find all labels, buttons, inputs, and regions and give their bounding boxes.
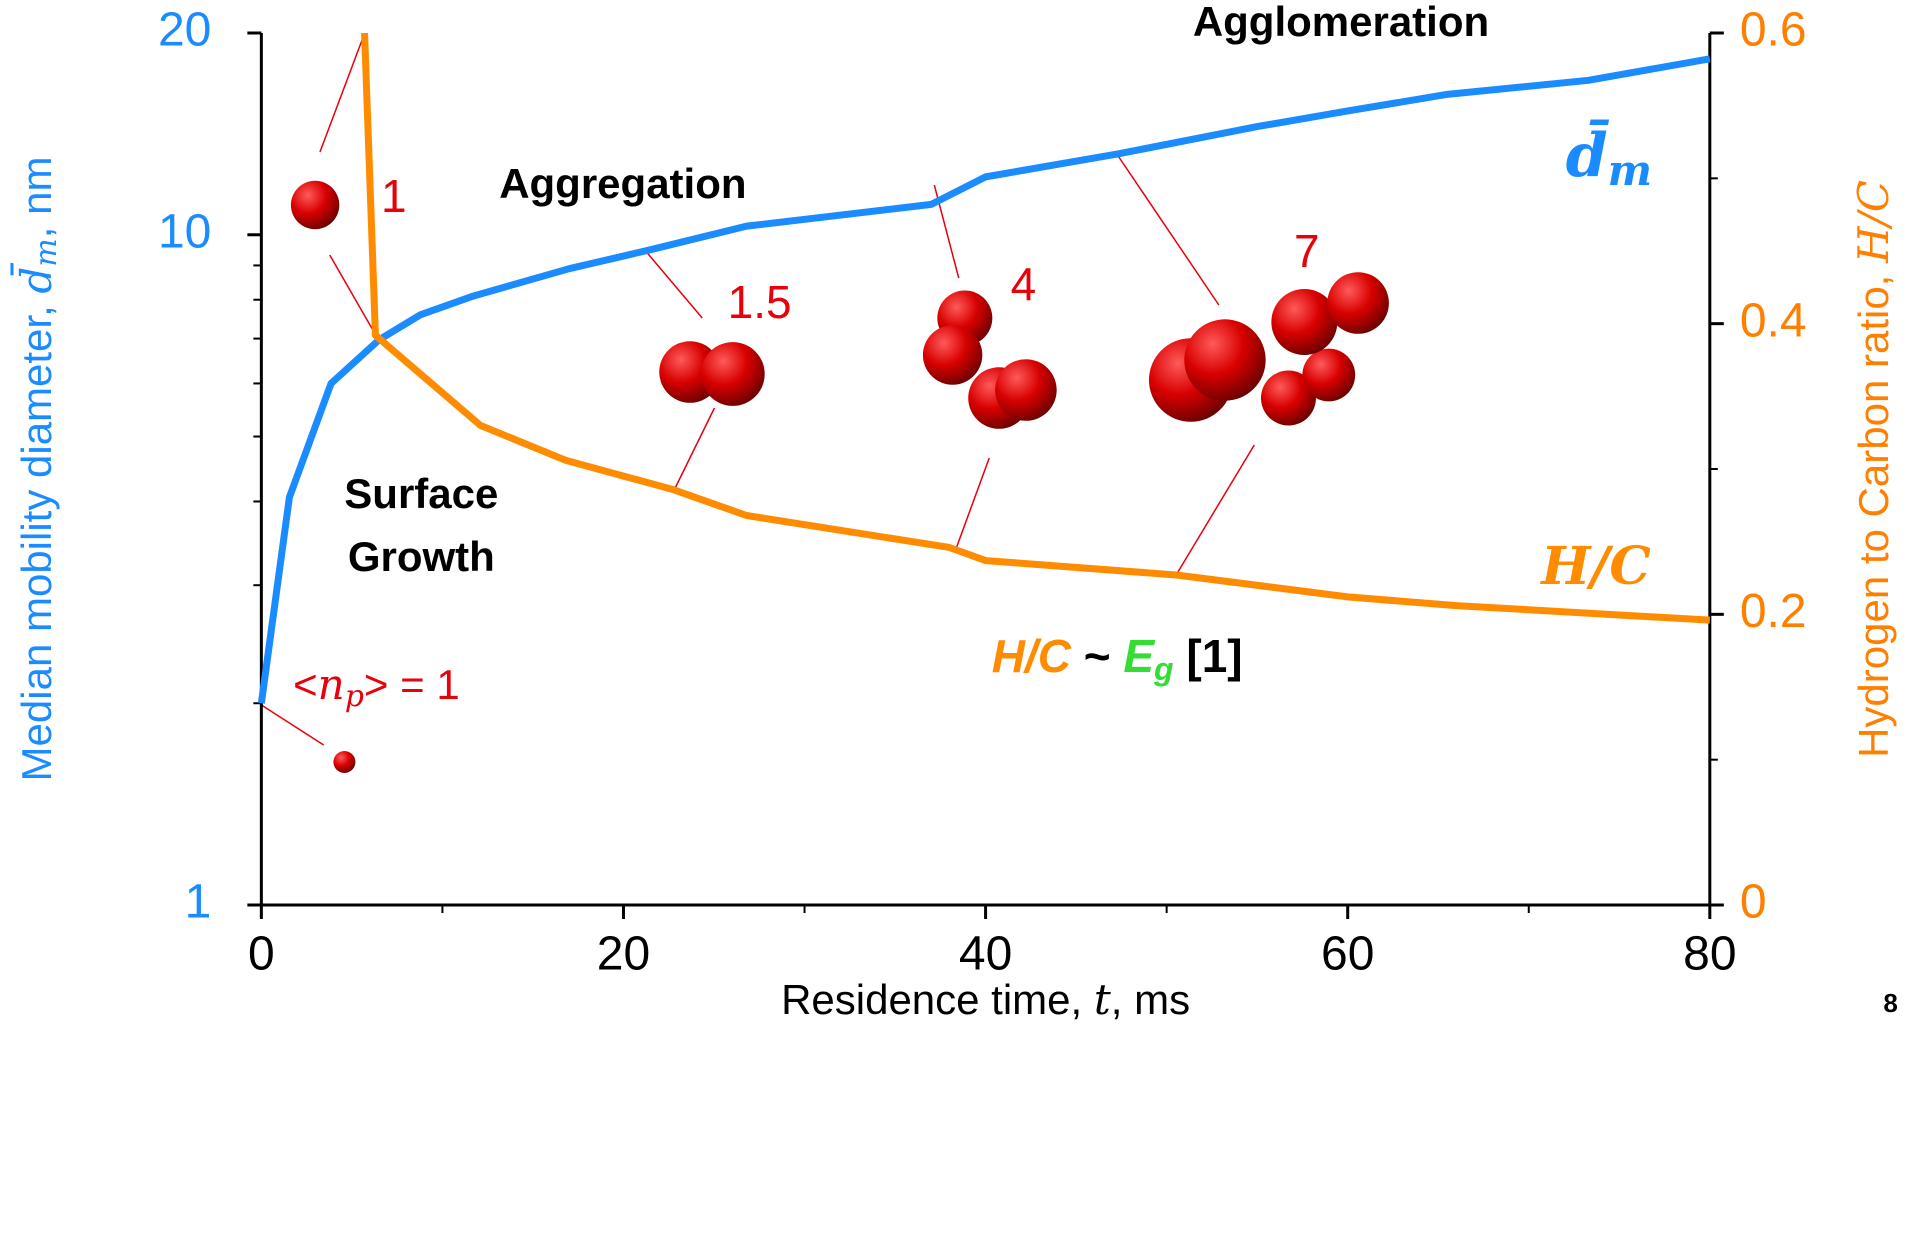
annotation-part: < bbox=[293, 661, 318, 708]
annotation: Agglomeration bbox=[1193, 0, 1489, 45]
series-label-part: m bbox=[1608, 146, 1652, 195]
series-line bbox=[365, 33, 1710, 620]
particle bbox=[701, 342, 765, 406]
particle bbox=[923, 325, 982, 384]
chart: 0 20 40 60 80 1 10 20 0 0.2 0.4 0.6 Residence time, … bbox=[0, 0, 1915, 1259]
annotation: 1.5 bbox=[728, 276, 792, 328]
x-tick-label: 60 bbox=[1321, 928, 1374, 981]
annotation-part: Growth bbox=[348, 533, 495, 580]
x-tick-label: 0 bbox=[248, 928, 275, 981]
annotation-part: g bbox=[1153, 651, 1174, 687]
leader-line bbox=[1117, 155, 1218, 305]
x-tick-label: 20 bbox=[597, 928, 650, 981]
y2-tick-label: 0.6 bbox=[1740, 4, 1807, 57]
y2-tick-label: 0.4 bbox=[1740, 294, 1807, 347]
particle bbox=[1271, 289, 1337, 355]
annotation-part: Surface bbox=[344, 470, 498, 517]
y-axis-label: Median mobility diameter, d̄m, nm bbox=[9, 157, 64, 782]
particle bbox=[1184, 319, 1265, 400]
particle bbox=[1302, 349, 1355, 402]
particle bbox=[995, 359, 1057, 421]
series-label-part: H/C bbox=[1539, 536, 1651, 597]
leader-line bbox=[1176, 445, 1254, 575]
annotation: Surface bbox=[344, 470, 498, 517]
annotation-part: 1 bbox=[381, 170, 407, 222]
y-axis-label-part: m bbox=[29, 238, 64, 266]
annotation: <np> = 1 bbox=[293, 660, 460, 714]
y2-axis-label-part: H/C bbox=[1849, 180, 1898, 264]
particle bbox=[291, 181, 339, 229]
annotation-part: 7 bbox=[1294, 225, 1320, 277]
leader-line bbox=[674, 408, 714, 490]
annotation: H/C ~ Eg [1] bbox=[992, 630, 1243, 687]
annotation-part: 1.5 bbox=[728, 276, 792, 328]
annotation-part: p bbox=[345, 679, 364, 714]
series-label: d̄m bbox=[1566, 119, 1652, 195]
annotation: 4 bbox=[1011, 258, 1037, 310]
annotation: Growth bbox=[348, 533, 495, 580]
particle bbox=[1327, 272, 1389, 334]
y2-axis-label: Hydrogen to Carbon ratio, H/C bbox=[1849, 180, 1898, 758]
annotation-part: Aggregation bbox=[499, 160, 746, 207]
annotation-part: H/C bbox=[992, 630, 1072, 682]
series-label: H/C bbox=[1539, 536, 1651, 597]
series-label-part: d̄ bbox=[1566, 119, 1610, 191]
y-tick-label: 10 bbox=[158, 205, 211, 258]
y2-tick-label: 0 bbox=[1740, 876, 1767, 929]
x-tick-label: 40 bbox=[959, 928, 1012, 981]
leader-line bbox=[956, 458, 989, 548]
annotation-part: [1] bbox=[1174, 630, 1243, 682]
x-axis-label-part: , ms bbox=[1111, 976, 1190, 1023]
particle bbox=[333, 751, 355, 773]
annotation: Aggregation bbox=[499, 160, 746, 207]
x-tick-label: 80 bbox=[1683, 928, 1736, 981]
y-axis-label-part: , nm bbox=[13, 157, 60, 239]
page-number: 8 bbox=[1883, 988, 1897, 1018]
y2-tick-label: 0.2 bbox=[1740, 585, 1807, 638]
annotation-part: Agglomeration bbox=[1193, 0, 1489, 45]
y-axis-label-part: Median mobility diameter, bbox=[13, 294, 60, 782]
leader-line bbox=[261, 705, 323, 745]
annotation-part: 4 bbox=[1011, 258, 1037, 310]
annotation-part: > = 1 bbox=[364, 661, 460, 708]
annotation: 1 bbox=[381, 170, 407, 222]
leader-line bbox=[320, 35, 364, 152]
annotation-part: E bbox=[1123, 630, 1155, 682]
annotation-part: ~ bbox=[1071, 630, 1123, 682]
y2-axis-label-part: Hydrogen to Carbon ratio, bbox=[1850, 263, 1897, 758]
x-axis-label-part: t bbox=[1094, 975, 1111, 1024]
annotation: 7 bbox=[1294, 225, 1320, 277]
y-tick-label: 20 bbox=[158, 4, 211, 57]
page-number-part: 8 bbox=[1883, 988, 1897, 1018]
x-axis-label-part: Residence time, bbox=[781, 976, 1094, 1023]
x-axis-label: Residence time, t, ms bbox=[781, 975, 1190, 1024]
leader-line bbox=[647, 253, 702, 318]
annotation-part: n bbox=[318, 660, 345, 709]
y-tick-label: 1 bbox=[185, 876, 212, 929]
